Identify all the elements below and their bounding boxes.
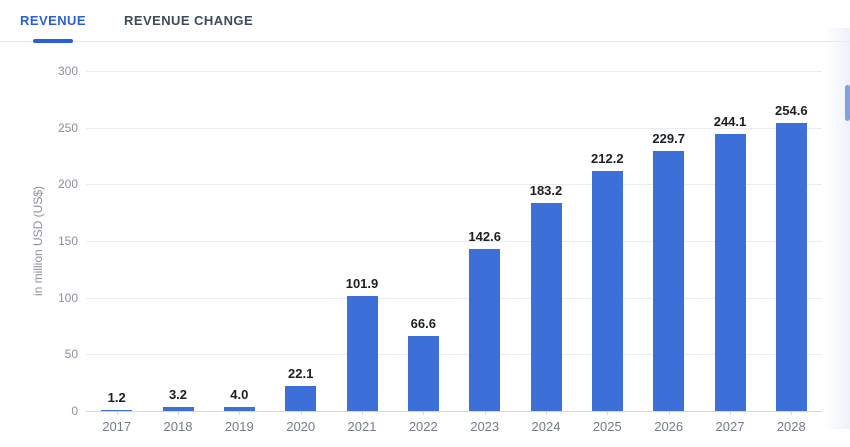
y-tick-label: 300 bbox=[57, 64, 78, 78]
x-tick-label: 2017 bbox=[102, 419, 132, 434]
y-tick-label: 250 bbox=[57, 120, 78, 135]
x-tick-label: 2018 bbox=[163, 419, 193, 434]
tab-revenue-label: REVENUE bbox=[20, 13, 86, 28]
x-tick-mark bbox=[178, 411, 179, 415]
gridline bbox=[86, 241, 822, 242]
gridline bbox=[86, 354, 822, 356]
x-tick-mark bbox=[668, 411, 670, 415]
y-tick-label: 150 bbox=[57, 234, 78, 248]
x-tick-mark bbox=[546, 411, 547, 415]
gridline bbox=[86, 127, 822, 129]
x-tick-mark bbox=[116, 411, 118, 415]
x-tick-mark bbox=[607, 411, 609, 415]
x-tick-label: 2022 bbox=[408, 419, 438, 434]
bar-value-label: 212.2 bbox=[591, 150, 624, 166]
bar[interactable] bbox=[223, 406, 255, 411]
bar-value-label: 1.2 bbox=[107, 389, 126, 405]
x-tick-label: 2028 bbox=[776, 419, 806, 434]
tab-bar: REVENUE REVENUE CHANGE bbox=[0, 0, 850, 43]
x-tick-label: 2027 bbox=[715, 419, 745, 434]
x-tick-mark bbox=[423, 411, 425, 415]
x-tick-mark bbox=[791, 411, 793, 415]
gridline bbox=[86, 297, 822, 299]
bar[interactable] bbox=[469, 249, 501, 411]
bar[interactable] bbox=[775, 122, 807, 411]
tab-revenue-change[interactable]: REVENUE CHANGE bbox=[124, 0, 253, 41]
y-tick-label: 200 bbox=[57, 177, 78, 192]
y-tick-label: 0 bbox=[71, 404, 78, 418]
x-axis-line bbox=[86, 411, 822, 412]
bar[interactable] bbox=[530, 203, 562, 411]
bar[interactable] bbox=[407, 335, 439, 411]
bar[interactable] bbox=[162, 407, 194, 411]
bar-value-label: 254.6 bbox=[775, 102, 808, 118]
bar[interactable] bbox=[346, 295, 378, 411]
x-tick-label: 2020 bbox=[286, 419, 316, 434]
gridline bbox=[86, 184, 822, 186]
x-tick-label: 2025 bbox=[592, 419, 622, 434]
bar-value-label: 4.0 bbox=[230, 386, 249, 402]
bar[interactable] bbox=[653, 150, 685, 411]
bar[interactable] bbox=[714, 134, 746, 411]
bar-value-label: 3.2 bbox=[168, 387, 188, 403]
x-tick-label: 2026 bbox=[654, 419, 684, 434]
gridline bbox=[86, 71, 822, 72]
bar-value-label: 22.1 bbox=[288, 366, 314, 381]
x-tick-label: 2019 bbox=[224, 419, 254, 434]
x-tick-mark bbox=[730, 411, 731, 415]
bar-value-label: 66.6 bbox=[410, 315, 436, 331]
bar[interactable] bbox=[101, 409, 133, 411]
scrollbar-thumb[interactable] bbox=[845, 85, 850, 121]
x-tick-mark bbox=[300, 411, 302, 415]
bar[interactable] bbox=[591, 170, 623, 411]
tab-revenue-change-label: REVENUE CHANGE bbox=[124, 13, 254, 28]
x-tick-label: 2024 bbox=[531, 419, 561, 434]
x-tick-mark bbox=[239, 411, 241, 415]
x-tick-label: 2023 bbox=[470, 419, 500, 434]
y-tick-label: 100 bbox=[57, 290, 78, 305]
bar-value-label: 142.6 bbox=[468, 229, 501, 245]
y-tick-label: 50 bbox=[64, 347, 78, 362]
bar-value-label: 244.1 bbox=[713, 114, 747, 130]
x-tick-label: 2021 bbox=[347, 419, 377, 434]
bar-value-label: 229.7 bbox=[652, 130, 685, 146]
x-tick-mark bbox=[362, 411, 363, 415]
bar-value-label: 183.2 bbox=[529, 183, 563, 199]
bar-value-label: 101.9 bbox=[345, 275, 379, 291]
x-tick-mark bbox=[484, 411, 486, 415]
active-tab-indicator bbox=[33, 39, 73, 43]
tab-revenue[interactable]: REVENUE bbox=[20, 0, 86, 43]
bar[interactable] bbox=[285, 386, 317, 411]
